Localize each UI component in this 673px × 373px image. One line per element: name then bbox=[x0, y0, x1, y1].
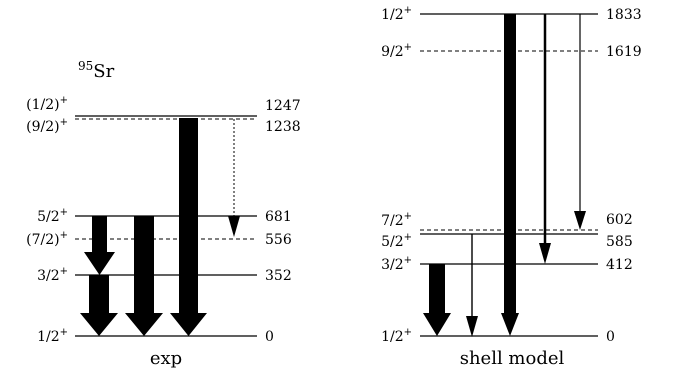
sm-transition-1833-0 bbox=[501, 14, 519, 336]
sm-spin-1619: 9/2+ bbox=[381, 42, 412, 60]
shell-model-panel: 1/2+ 9/2+ 7/2+ 5/2+ 3/2+ 1/2+ 1833 1619 … bbox=[381, 5, 642, 369]
exp-transition-352-0 bbox=[80, 275, 118, 336]
exp-panel: (1/2)+ (9/2)+ 5/2+ (7/2)+ 3/2+ 1/2+ 1247… bbox=[26, 95, 301, 369]
nucleus-mass: 95 bbox=[78, 59, 93, 73]
exp-spin-556: (7/2)+ bbox=[26, 230, 68, 248]
sm-spin-412: 3/2+ bbox=[381, 255, 412, 273]
exp-energy-0: 0 bbox=[265, 329, 274, 345]
sm-spin-602: 7/2+ bbox=[381, 211, 412, 229]
sm-energy-585: 585 bbox=[606, 234, 633, 250]
sm-energy-1619: 1619 bbox=[606, 44, 642, 60]
exp-transition-681-0 bbox=[125, 216, 163, 336]
exp-energy-1247: 1247 bbox=[265, 98, 301, 114]
sm-energy-602: 602 bbox=[606, 212, 633, 228]
nucleus-label: 95Sr bbox=[78, 59, 115, 82]
exp-panel-title: exp bbox=[150, 348, 182, 369]
exp-energy-681: 681 bbox=[265, 209, 292, 225]
sm-spin-1833: 1/2+ bbox=[381, 5, 412, 23]
exp-spin-352: 3/2+ bbox=[37, 266, 68, 284]
sm-transition-1833-412-head bbox=[539, 243, 551, 264]
sm-spin-585: 5/2+ bbox=[381, 232, 412, 250]
exp-transition-681-352 bbox=[84, 216, 115, 275]
sm-transition-1833-602-head bbox=[574, 211, 586, 230]
sm-energy-412: 412 bbox=[606, 257, 633, 273]
sm-transition-412-0 bbox=[423, 264, 451, 336]
exp-energy-556: 556 bbox=[265, 232, 292, 248]
exp-spin-0: 1/2+ bbox=[37, 327, 68, 345]
exp-energy-1238: 1238 bbox=[265, 119, 301, 135]
exp-energy-352: 352 bbox=[265, 268, 292, 284]
exp-transition-1247-0 bbox=[170, 118, 207, 336]
sm-panel-title: shell model bbox=[460, 348, 565, 369]
sm-transition-585-0-head bbox=[466, 316, 478, 337]
exp-spin-1247: (1/2)+ bbox=[26, 95, 68, 113]
nucleus-symbol: Sr bbox=[93, 61, 114, 82]
exp-spin-681: 5/2+ bbox=[37, 207, 68, 225]
sm-spin-0: 1/2+ bbox=[381, 327, 412, 345]
exp-transition-1238-681-head bbox=[228, 216, 240, 237]
sm-energy-1833: 1833 bbox=[606, 7, 642, 23]
exp-spin-1238: (9/2)+ bbox=[26, 117, 68, 135]
sm-energy-0: 0 bbox=[606, 329, 615, 345]
